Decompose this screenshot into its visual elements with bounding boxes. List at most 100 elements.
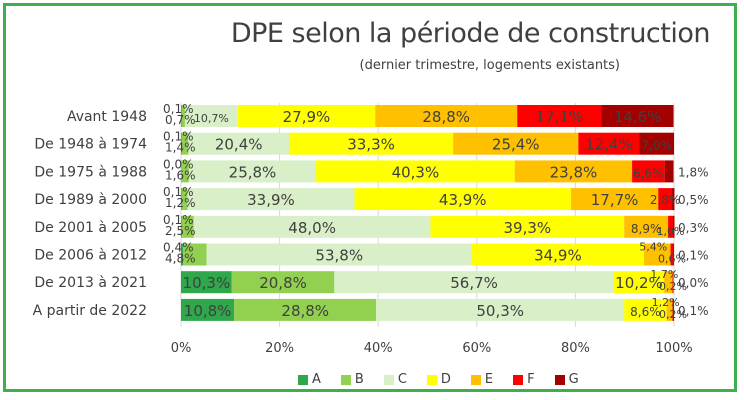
data-label: 56,7% bbox=[450, 274, 498, 292]
data-label: 33,3% bbox=[347, 136, 395, 154]
category-label: De 1948 à 1974 bbox=[34, 137, 147, 153]
legend-label: F bbox=[527, 372, 535, 387]
data-label: 39,3% bbox=[504, 219, 552, 237]
bar-segment-f bbox=[670, 243, 674, 266]
data-label: 1,0% bbox=[657, 225, 685, 238]
data-label: 4,8% bbox=[165, 252, 196, 266]
chart-subtitle: (dernier trimestre, logements existants) bbox=[359, 58, 620, 73]
legend-label: D bbox=[440, 372, 451, 387]
bar-segment-f bbox=[672, 271, 674, 294]
data-label: 14,6% bbox=[614, 108, 662, 126]
bar-segment-e bbox=[666, 298, 673, 321]
data-label: 34,9% bbox=[534, 247, 582, 265]
bar-segment-c bbox=[188, 160, 317, 183]
category-label: De 2013 à 2021 bbox=[34, 275, 147, 291]
bar-segment-d bbox=[430, 215, 625, 238]
bar-segment-e bbox=[624, 215, 669, 238]
bar-segment-d bbox=[354, 188, 571, 211]
chart-frame bbox=[3, 3, 737, 392]
bar-segment-c bbox=[184, 105, 238, 127]
data-label: 1,7% bbox=[650, 268, 678, 281]
bar-segment-d bbox=[471, 243, 644, 266]
bar-segment-a bbox=[181, 298, 235, 321]
x-tick-label: 60% bbox=[462, 341, 491, 356]
x-tick-label: 100% bbox=[655, 341, 692, 356]
bar-segment-b bbox=[181, 215, 194, 238]
data-label: 10,3% bbox=[183, 274, 231, 292]
bar-segment-c bbox=[376, 298, 625, 321]
legend-label: E bbox=[484, 372, 494, 387]
data-label: 0,1% bbox=[163, 102, 194, 116]
data-label: 8,6% bbox=[630, 305, 661, 319]
data-label: 25,4% bbox=[492, 136, 540, 154]
data-label: 20,4% bbox=[215, 136, 263, 154]
legend-swatch bbox=[513, 374, 524, 385]
data-label: 0,5% bbox=[678, 193, 709, 207]
bar-segment-b bbox=[181, 132, 189, 155]
data-label: 28,8% bbox=[281, 302, 329, 320]
bar-segment-g bbox=[664, 160, 674, 183]
legend-item-b: B bbox=[340, 372, 364, 387]
data-label: 0,6% bbox=[658, 253, 686, 266]
bar-segment-f bbox=[672, 298, 674, 321]
legend-item-g: G bbox=[554, 372, 579, 387]
legend-swatch bbox=[554, 374, 565, 385]
chart-legend: A B C D E F G bbox=[298, 372, 579, 387]
data-label: 53,8% bbox=[315, 247, 363, 265]
data-label: 50,3% bbox=[476, 302, 524, 320]
bar-segment-d bbox=[288, 132, 454, 155]
data-label: 10,8% bbox=[184, 302, 232, 320]
legend-swatch bbox=[383, 374, 394, 385]
data-label: 28,8% bbox=[422, 108, 470, 126]
data-label: 0,2% bbox=[659, 308, 687, 321]
bar-segment-g bbox=[601, 105, 674, 127]
data-label: 20,8% bbox=[259, 274, 307, 292]
category-label: De 2006 à 2012 bbox=[34, 248, 147, 264]
bar-segment-b bbox=[182, 243, 207, 266]
bar-segment-c bbox=[188, 132, 289, 155]
data-label: 8,9% bbox=[631, 222, 662, 236]
data-label: 2,5% bbox=[165, 224, 196, 238]
category-label: De 2001 à 2005 bbox=[34, 220, 147, 236]
category-label: A partir de 2022 bbox=[33, 303, 147, 319]
bar-segment-d bbox=[316, 160, 515, 183]
legend-swatch bbox=[470, 374, 481, 385]
bar-segment-c bbox=[193, 215, 431, 238]
legend-label: A bbox=[312, 372, 321, 387]
data-label: 0,2% bbox=[659, 280, 687, 293]
data-label: 1,8% bbox=[678, 165, 709, 179]
bar-segment-b bbox=[181, 188, 188, 211]
data-label: 0,1% bbox=[678, 304, 709, 318]
bar-segment-e bbox=[643, 243, 671, 266]
bar-segment-g bbox=[639, 132, 674, 155]
bar-segment-b bbox=[181, 160, 189, 183]
data-label: 17,1% bbox=[536, 108, 584, 126]
data-label: 33,9% bbox=[247, 191, 295, 209]
category-label: Avant 1948 bbox=[67, 109, 147, 125]
bar-segment-g bbox=[672, 188, 675, 211]
data-label: 17,7% bbox=[591, 191, 639, 209]
data-label: 12,4% bbox=[585, 136, 633, 154]
data-label: 0,1% bbox=[163, 213, 194, 227]
x-tick-label: 80% bbox=[561, 341, 590, 356]
bar-segment-d bbox=[624, 298, 667, 321]
data-label: 48,0% bbox=[288, 219, 336, 237]
bar-segment-f bbox=[632, 160, 665, 183]
legend-item-e: E bbox=[470, 372, 494, 387]
data-label: 23,8% bbox=[550, 163, 598, 181]
data-label: 10,7% bbox=[194, 112, 229, 125]
bar-segment-c bbox=[187, 188, 355, 211]
legend-swatch bbox=[340, 374, 351, 385]
x-tick-label: 40% bbox=[364, 341, 393, 356]
bar-segment-d bbox=[237, 105, 376, 127]
data-label: 0,1% bbox=[678, 249, 709, 263]
data-label: 40,3% bbox=[392, 163, 440, 181]
bar-segment-b bbox=[231, 271, 335, 294]
data-label: 0,0% bbox=[163, 157, 194, 171]
bar-segment-b bbox=[181, 105, 185, 127]
bar-segment-f bbox=[517, 105, 602, 127]
data-label: 0,1% bbox=[163, 185, 194, 199]
category-label: De 1989 à 2000 bbox=[34, 192, 147, 208]
data-label: 2,8% bbox=[650, 193, 681, 207]
